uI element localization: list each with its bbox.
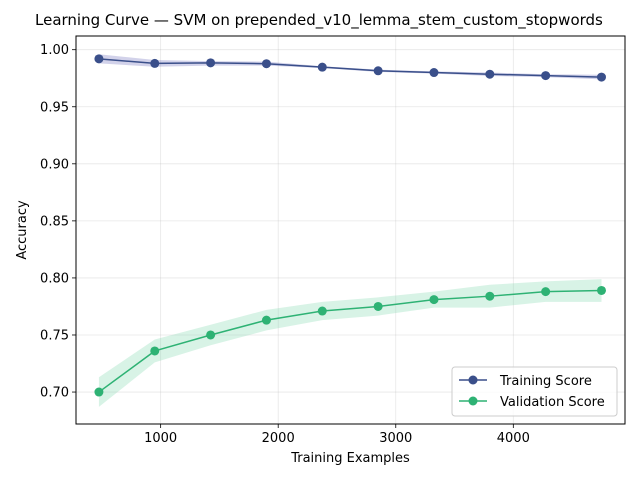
y-axis-label: Accuracy	[15, 200, 30, 260]
x-tick-label: 4000	[497, 431, 530, 446]
y-tick-label: 0.95	[40, 100, 69, 115]
validation-score-point	[206, 330, 216, 340]
x-tick-label: 1000	[144, 431, 177, 446]
legend-label-validation: Validation Score	[500, 395, 605, 410]
training-score-point	[485, 69, 495, 79]
training-score-point	[596, 72, 606, 82]
x-tick-label: 3000	[379, 431, 412, 446]
axis-ticks: 1000 2000 3000 4000 0.70 0.75 0.80 0.85 0.90 0.95…	[40, 43, 530, 446]
validation-score-point	[94, 387, 104, 397]
training-score-line	[98, 58, 602, 78]
training-score-point	[94, 54, 104, 64]
y-tick-label: 1.00	[40, 43, 69, 58]
validation-score-line	[98, 289, 602, 393]
y-tick-label: 0.70	[40, 386, 69, 401]
training-score-point	[373, 66, 383, 76]
validation-score-point	[596, 285, 606, 295]
training-score-point	[150, 58, 160, 68]
plot-frame	[75, 35, 626, 425]
chart-title: Learning Curve — SVM on prepended_v10_le…	[35, 11, 603, 30]
training-score-point	[429, 68, 439, 78]
validation-score-point	[429, 295, 439, 305]
y-tick-label: 0.80	[40, 271, 69, 286]
legend-marker-training	[468, 375, 478, 385]
validation-score-point	[261, 315, 271, 325]
legend-marker-validation	[468, 396, 478, 406]
training-score-point	[206, 58, 216, 68]
legend-label-training: Training Score	[499, 374, 592, 389]
training-score-point	[261, 59, 271, 69]
legend: Training Score Validation Score	[451, 366, 618, 417]
y-tick-label: 0.90	[40, 157, 69, 172]
validation-score-point	[150, 346, 160, 356]
validation-score-point	[541, 287, 551, 297]
validation-score-point	[485, 291, 495, 301]
training-score-point	[317, 62, 327, 72]
grid	[76, 36, 625, 424]
x-axis-label: Training Examples	[290, 451, 410, 466]
training-score-point	[541, 71, 551, 81]
validation-score-point	[373, 301, 383, 311]
validation-score-point	[317, 306, 327, 316]
data-points	[94, 54, 606, 397]
legend-box	[451, 366, 618, 417]
x-tick-label: 2000	[262, 431, 295, 446]
y-tick-label: 0.85	[40, 214, 69, 229]
y-tick-label: 0.75	[40, 328, 69, 343]
series-lines	[98, 58, 602, 393]
